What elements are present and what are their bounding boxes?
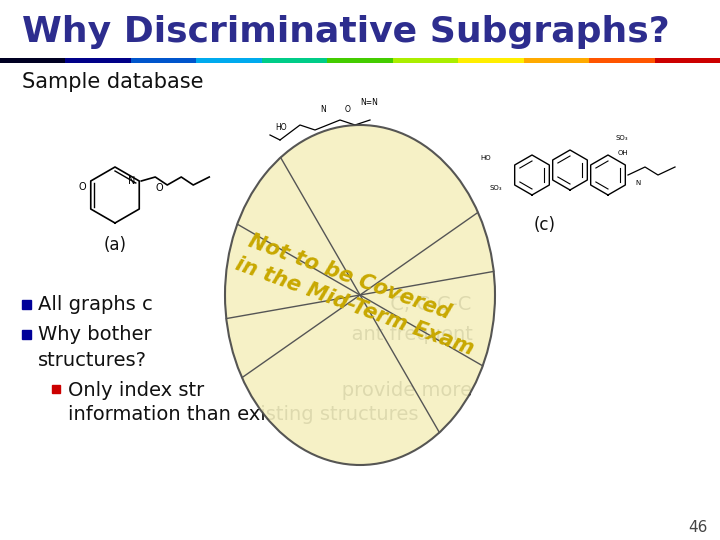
Text: O: O [156,183,163,193]
Text: information than existing structures: information than existing structures [68,406,418,424]
Bar [458,58,524,63]
Text: in the Mid-Term Exam: in the Mid-Term Exam [233,254,477,360]
Text: Only index str                      provide more: Only index str provide more [68,381,472,400]
Bar [197,58,262,63]
Text: N: N [320,105,325,114]
Bar [392,58,459,63]
Text: N=N: N=N [360,98,378,107]
Bar [654,58,720,63]
Text: SO₃: SO₃ [490,185,503,191]
Text: SO₃: SO₃ [615,135,628,141]
Ellipse shape [225,125,495,465]
Text: Sample database: Sample database [22,72,204,92]
Text: OH: OH [618,150,629,156]
Text: HO: HO [275,123,287,132]
Bar [66,58,132,63]
Text: 46: 46 [688,521,708,536]
Bar [523,58,590,63]
Text: N: N [127,176,135,186]
Text: O: O [345,105,351,114]
Bar [328,58,393,63]
Bar [52,385,60,393]
Text: N: N [635,180,640,186]
Text: Why Discriminative Subgraphs?: Why Discriminative Subgraphs? [22,15,670,49]
Text: (a): (a) [104,236,127,254]
Bar [262,58,328,63]
Bar [0,58,66,63]
Bar [589,58,655,63]
Text: All graphs c                                      C, C-C-C: All graphs c C, C-C-C [38,295,472,314]
Text: O: O [79,182,86,192]
Bar [22,300,31,309]
Text: Why bother                                ant frequent: Why bother ant frequent [38,326,473,345]
Bar [131,58,197,63]
Text: (c): (c) [534,216,556,234]
Bar [22,330,31,339]
Text: structures?: structures? [38,350,147,369]
Text: Not to be Covered: Not to be Covered [246,231,454,323]
Text: HO: HO [480,155,490,161]
